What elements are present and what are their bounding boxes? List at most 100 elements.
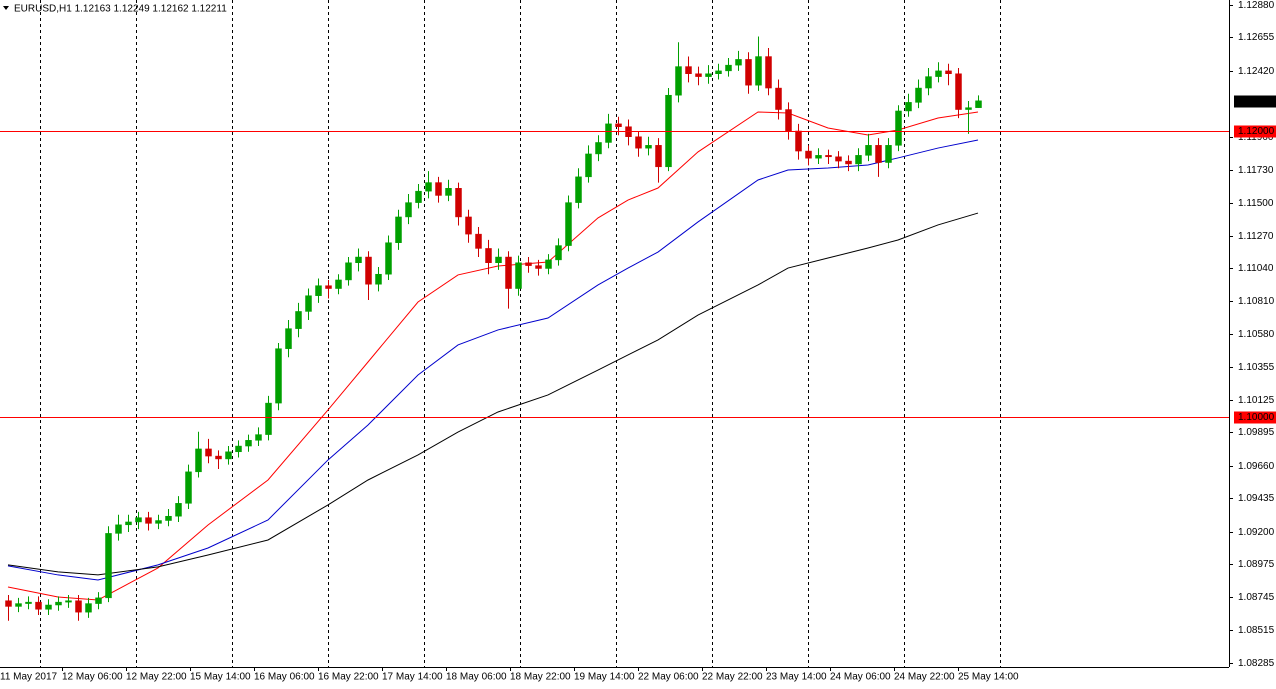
y-tick-label: 1.08515 bbox=[1238, 625, 1275, 636]
y-tick-label: 1.10810 bbox=[1238, 296, 1275, 307]
level-label: 1.10000 bbox=[1238, 412, 1275, 423]
candle-body bbox=[775, 87, 782, 110]
candle-body bbox=[635, 136, 642, 149]
candle-body bbox=[915, 87, 922, 103]
candle-body bbox=[445, 188, 452, 196]
candle-body bbox=[385, 242, 392, 275]
y-tick-label: 1.08745 bbox=[1238, 592, 1275, 603]
x-tick-label: 24 May 22:00 bbox=[894, 672, 955, 683]
candle-body bbox=[805, 150, 812, 159]
y-tick-label: 1.09200 bbox=[1238, 527, 1275, 538]
candle-body bbox=[595, 142, 602, 155]
candle-body bbox=[895, 110, 902, 146]
x-tick-label: 12 May 22:00 bbox=[126, 672, 187, 683]
candle-body bbox=[525, 262, 532, 266]
x-tick-label: 15 May 14:00 bbox=[190, 672, 251, 683]
candle-body bbox=[25, 601, 32, 604]
x-tick-label: 17 May 14:00 bbox=[382, 672, 443, 683]
y-tick-label: 1.09660 bbox=[1238, 461, 1275, 472]
candle-body bbox=[975, 100, 982, 108]
candle-body bbox=[755, 56, 762, 86]
candle-body bbox=[225, 451, 232, 460]
candle-body bbox=[345, 262, 352, 281]
y-tick-label: 1.11960 bbox=[1238, 132, 1274, 143]
x-tick-label: 25 May 14:00 bbox=[958, 672, 1019, 683]
candle-body bbox=[135, 517, 142, 523]
candle-body bbox=[335, 279, 342, 289]
candle-body bbox=[905, 102, 912, 112]
candle-body bbox=[65, 600, 72, 603]
chart-title: EURUSD,H1 1.12163 1.12249 1.12162 1.1221… bbox=[14, 4, 227, 15]
candle-body bbox=[945, 70, 952, 74]
candle-body bbox=[685, 66, 692, 74]
candle-body bbox=[45, 604, 52, 610]
candle-body bbox=[285, 328, 292, 349]
candle-body bbox=[725, 64, 732, 72]
y-tick-label: 1.09435 bbox=[1238, 493, 1275, 504]
candle-body bbox=[965, 107, 972, 110]
candle-body bbox=[885, 145, 892, 163]
x-tick-label: 12 May 06:00 bbox=[62, 672, 123, 683]
x-tick-label: 19 May 14:00 bbox=[574, 672, 635, 683]
candle-body bbox=[205, 448, 212, 457]
x-tick-label: 23 May 14:00 bbox=[766, 672, 827, 683]
candle-body bbox=[705, 73, 712, 77]
candle-body bbox=[605, 123, 612, 143]
candle-body bbox=[435, 182, 442, 196]
x-tick-label: 11 May 2017 bbox=[0, 672, 58, 683]
candle-body bbox=[475, 233, 482, 249]
candle-body bbox=[415, 190, 422, 203]
candle-body bbox=[305, 295, 312, 312]
candle-body bbox=[745, 59, 752, 86]
candle-body bbox=[175, 503, 182, 517]
candle-body bbox=[195, 448, 202, 473]
candle-body bbox=[675, 66, 682, 96]
candle-body bbox=[365, 256, 372, 285]
candle-body bbox=[585, 153, 592, 178]
y-tick-label: 1.10580 bbox=[1238, 329, 1275, 340]
candle-body bbox=[655, 145, 662, 168]
candle-body bbox=[535, 265, 542, 269]
candle-body bbox=[925, 76, 932, 89]
candle-body bbox=[105, 533, 112, 599]
candle-body bbox=[735, 59, 742, 66]
candle-body bbox=[265, 402, 272, 435]
candle-body bbox=[165, 515, 172, 521]
y-tick-label: 1.11730 bbox=[1238, 165, 1274, 176]
moving-average bbox=[7, 139, 979, 581]
candle-body bbox=[935, 70, 942, 77]
last-price-tag bbox=[1234, 95, 1276, 108]
candle-body bbox=[5, 600, 12, 607]
candle-body bbox=[505, 256, 512, 289]
candle-body bbox=[545, 259, 552, 269]
candle-body bbox=[785, 109, 792, 132]
y-tick-label: 1.10355 bbox=[1238, 362, 1275, 373]
candle-body bbox=[315, 285, 322, 296]
menu-triangle bbox=[3, 6, 9, 10]
candle-body bbox=[145, 517, 152, 524]
moving-average bbox=[7, 212, 979, 576]
candle-body bbox=[455, 188, 462, 218]
candle-body bbox=[245, 440, 252, 447]
candle-body bbox=[845, 160, 852, 165]
candle-body bbox=[515, 262, 522, 289]
candle-body bbox=[955, 73, 962, 110]
candle-body bbox=[835, 156, 842, 162]
candle-body bbox=[695, 73, 702, 77]
candle-body bbox=[765, 56, 772, 89]
candle-body bbox=[575, 176, 582, 203]
y-tick-label: 1.12420 bbox=[1238, 66, 1275, 77]
level-label: 1.12000 bbox=[1238, 126, 1275, 137]
x-tick-label: 18 May 22:00 bbox=[510, 672, 571, 683]
candle-body bbox=[255, 434, 262, 441]
x-tick-label: 24 May 06:00 bbox=[830, 672, 891, 683]
y-tick-label: 1.11270 bbox=[1238, 231, 1274, 242]
candle-body bbox=[495, 256, 502, 264]
candle-body bbox=[95, 597, 102, 604]
y-tick-label: 1.10125 bbox=[1238, 395, 1275, 406]
candle-body bbox=[715, 70, 722, 74]
x-tick-label: 18 May 06:00 bbox=[446, 672, 507, 683]
y-tick-label: 1.12880 bbox=[1238, 0, 1275, 11]
